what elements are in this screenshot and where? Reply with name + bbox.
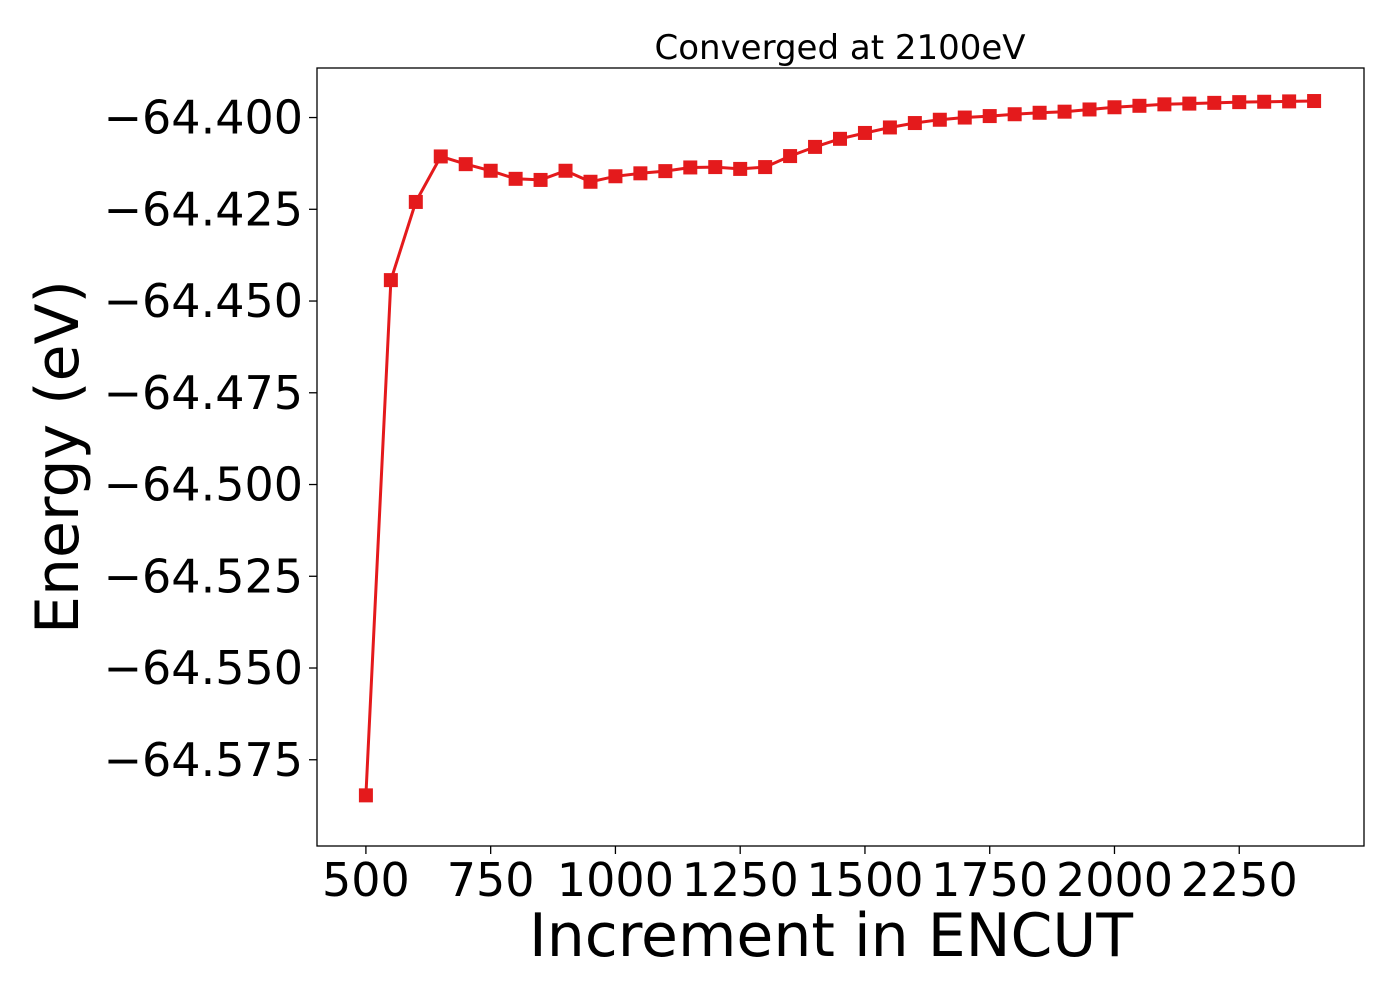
data-point xyxy=(857,125,872,140)
x-axis: 500 750 1000 1250 1500 1750 2000 2250 xyxy=(322,846,1298,907)
data-point xyxy=(1132,98,1147,113)
plot-area xyxy=(316,67,1365,847)
data-point xyxy=(907,116,922,131)
data-point xyxy=(1057,104,1072,119)
x-tick-label: 750 xyxy=(447,853,535,907)
x-tick-label: 1750 xyxy=(931,853,1048,907)
data-point xyxy=(882,120,897,135)
y-axis-label: Energy (eV) xyxy=(23,280,93,634)
data-point xyxy=(1282,94,1297,109)
x-tick-label: 2000 xyxy=(1056,853,1173,907)
data-point xyxy=(658,164,673,179)
data-point xyxy=(458,157,473,172)
data-point xyxy=(808,139,823,154)
data-point xyxy=(433,149,448,164)
data-point xyxy=(733,161,748,176)
data-point xyxy=(533,172,548,187)
y-axis: −64.400 −64.425 −64.450 −64.475 −64.500 −64.5… xyxy=(104,91,317,787)
data-point xyxy=(558,163,573,178)
data-point xyxy=(1107,100,1122,115)
data-point xyxy=(633,166,648,181)
data-point xyxy=(358,788,373,803)
x-tick-label: 1500 xyxy=(806,853,923,907)
data-point xyxy=(608,169,623,184)
data-point xyxy=(1232,95,1247,110)
series-markers xyxy=(358,94,1322,803)
data-point xyxy=(1032,105,1047,120)
x-tick-label: 1000 xyxy=(557,853,674,907)
y-tick-label: −64.500 xyxy=(104,458,304,512)
y-tick-label: −64.475 xyxy=(104,366,304,420)
chart-title: Converged at 2100eV xyxy=(654,28,1025,68)
data-point xyxy=(508,171,523,186)
data-point xyxy=(1207,95,1222,110)
data-point xyxy=(383,273,398,288)
data-point xyxy=(1082,102,1097,117)
x-tick-label: 1250 xyxy=(682,853,799,907)
x-tick-label: 500 xyxy=(322,853,410,907)
data-point xyxy=(483,163,498,178)
x-tick-label: 2250 xyxy=(1181,853,1298,907)
data-point xyxy=(833,131,848,146)
data-point xyxy=(408,194,423,209)
data-point xyxy=(1307,94,1322,109)
y-tick-label: −64.425 xyxy=(104,182,304,236)
data-point xyxy=(957,110,972,125)
data-point xyxy=(1257,94,1272,109)
data-point xyxy=(982,109,997,124)
y-tick-label: −64.550 xyxy=(104,641,304,695)
data-point xyxy=(708,160,723,175)
series-line xyxy=(364,99,1315,796)
data-point xyxy=(1157,97,1172,112)
data-point xyxy=(758,160,773,175)
y-tick-label: −64.575 xyxy=(104,733,304,787)
y-tick-label: −64.450 xyxy=(104,274,304,328)
y-tick-label: −64.525 xyxy=(104,549,304,603)
data-point xyxy=(932,112,947,127)
data-point xyxy=(583,174,598,189)
x-axis-label: Increment in ENCUT xyxy=(529,901,1133,971)
data-point xyxy=(683,160,698,175)
data-point xyxy=(1007,107,1022,122)
data-point xyxy=(1182,96,1197,111)
data-point xyxy=(783,149,798,164)
y-tick-label: −64.400 xyxy=(104,91,304,145)
